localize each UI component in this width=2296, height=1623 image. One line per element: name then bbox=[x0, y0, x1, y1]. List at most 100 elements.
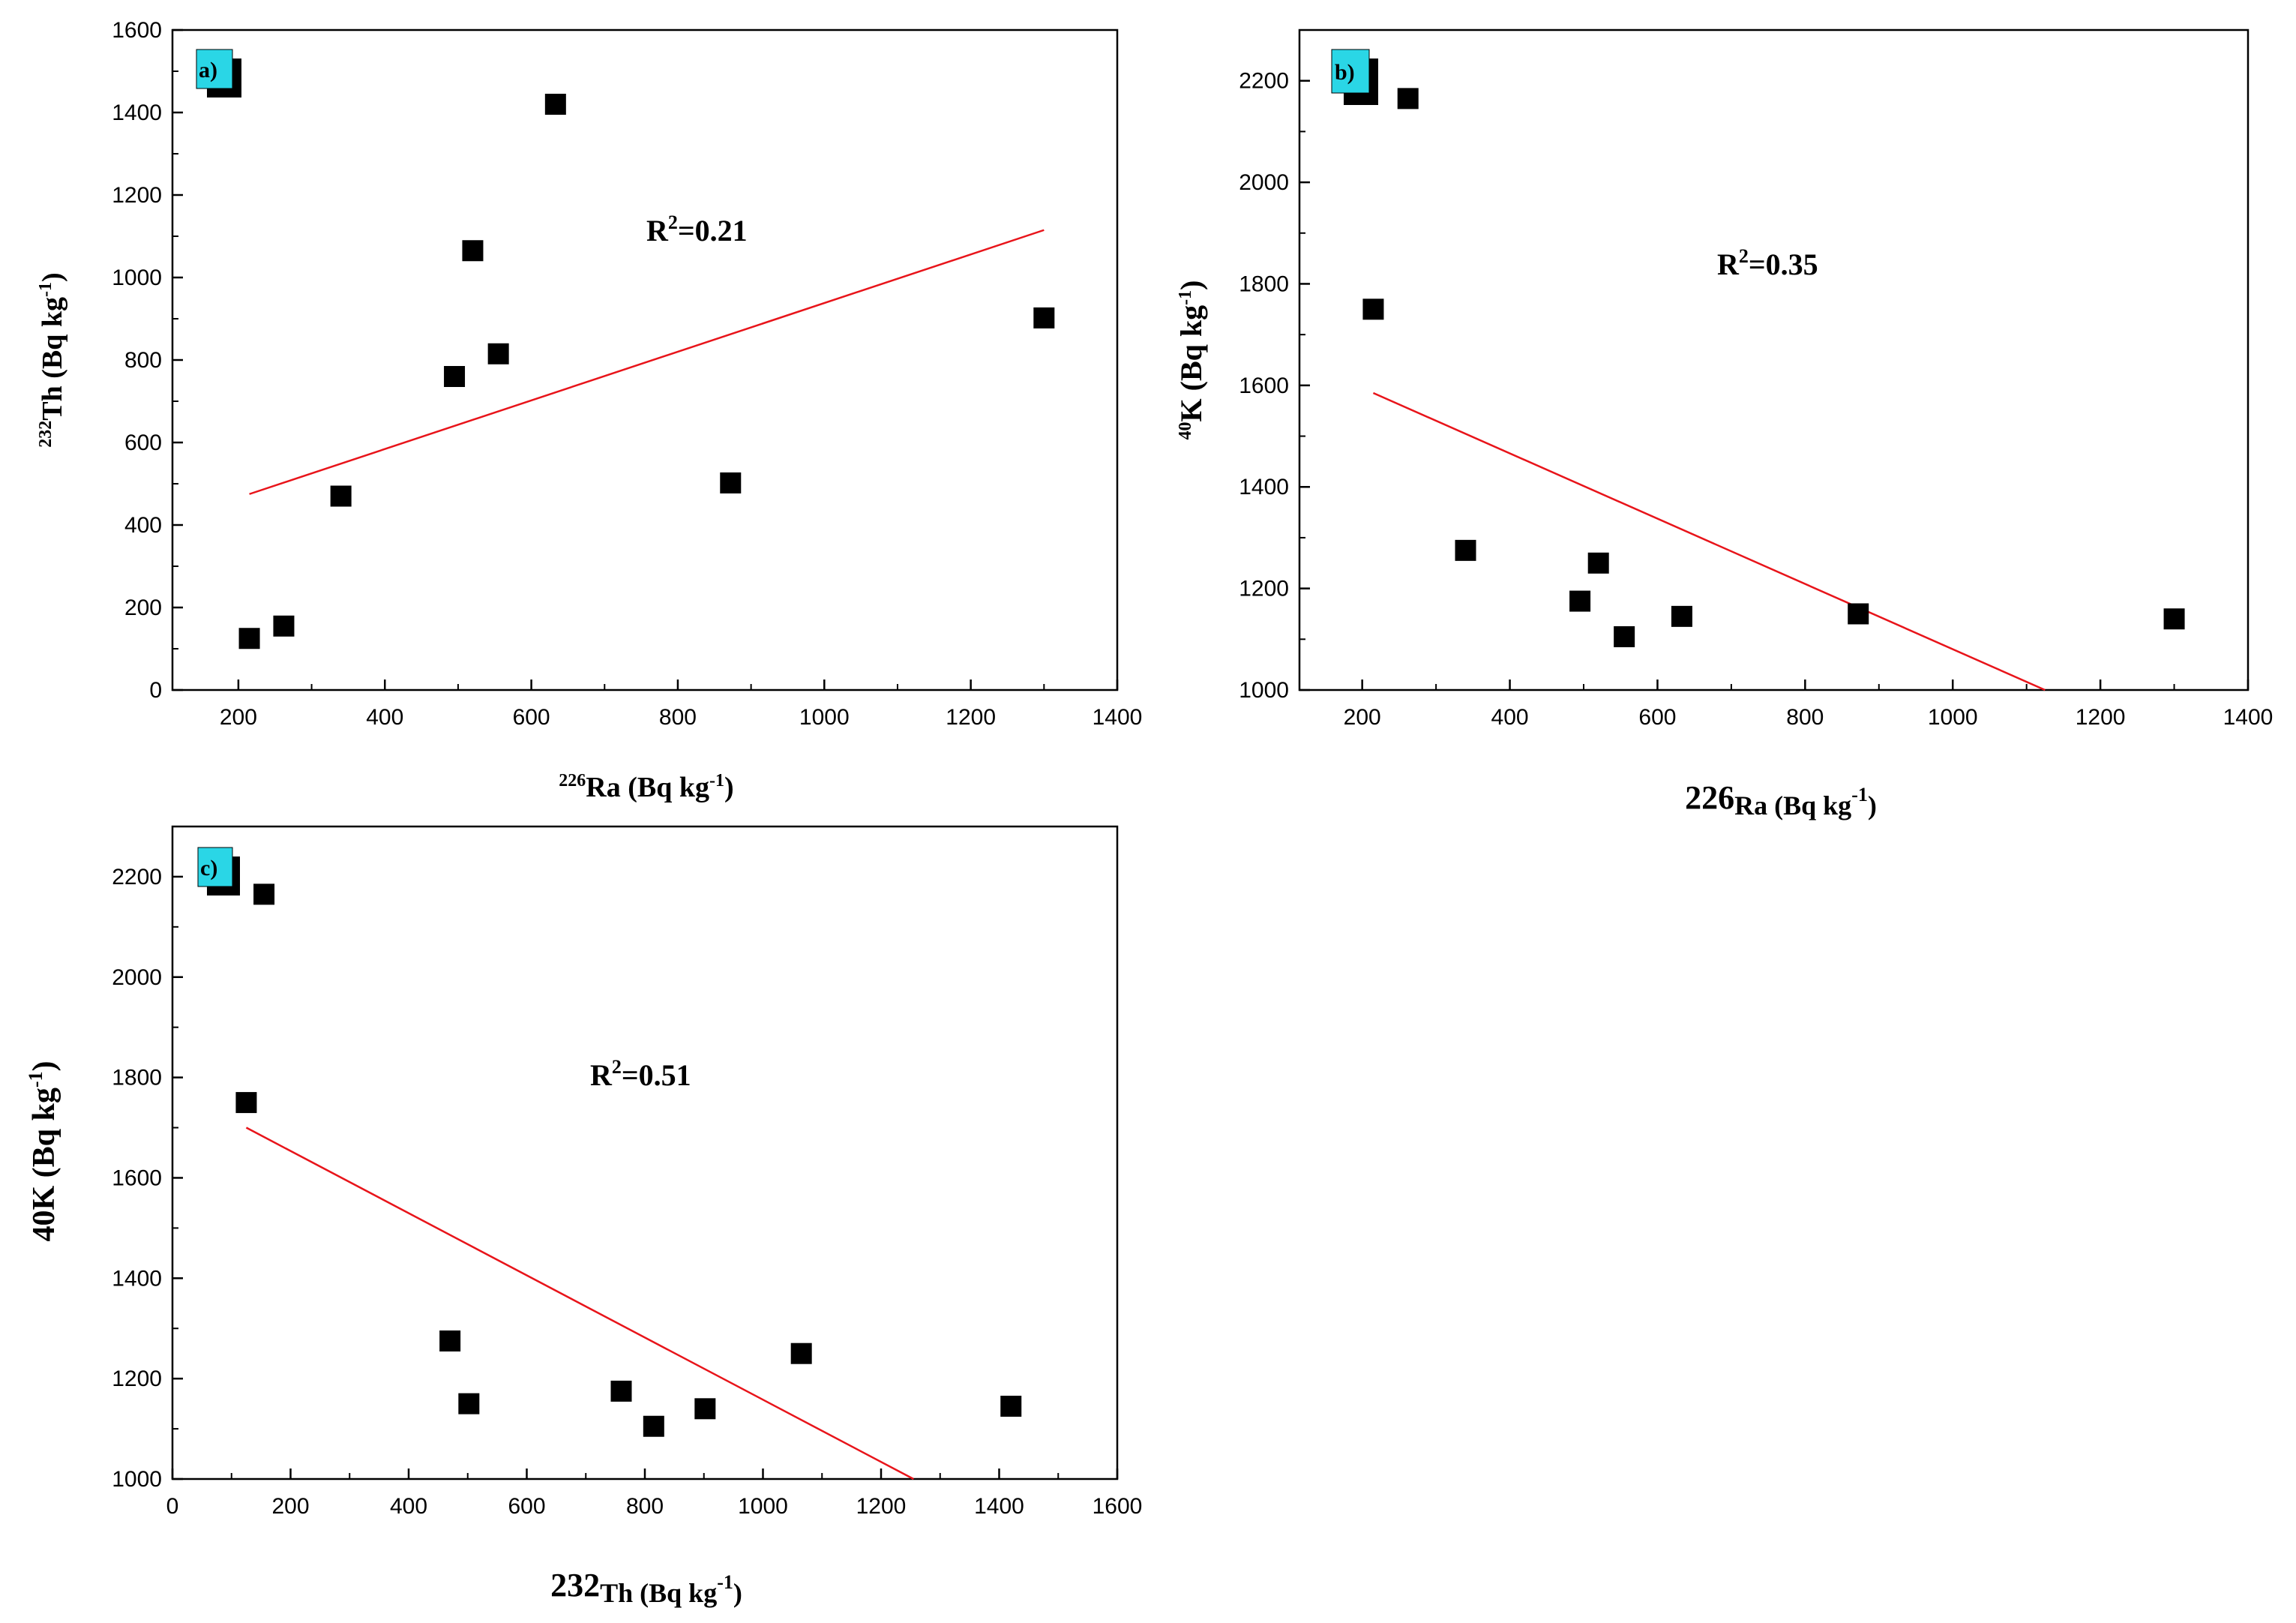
y-tick-label: 1600 bbox=[1239, 374, 1289, 398]
data-point bbox=[273, 615, 295, 637]
y-unit: (Bq kg bbox=[1174, 305, 1208, 399]
data-point bbox=[1614, 626, 1635, 647]
y-tick-label: 1400 bbox=[112, 1266, 162, 1291]
y-tick-label: 1600 bbox=[112, 1166, 162, 1190]
x-tick-label: 1400 bbox=[974, 1494, 1024, 1519]
x-tick-label: 200 bbox=[271, 1494, 309, 1519]
y-tick-label: 1800 bbox=[1239, 272, 1289, 296]
r-squared-annotation: R2=0.35 bbox=[1717, 245, 1818, 281]
x-unit: (Bq kg bbox=[621, 772, 709, 803]
y-tick-label: 2000 bbox=[1239, 170, 1289, 195]
x-tick-label: 1000 bbox=[799, 705, 850, 730]
x-tick-label: 200 bbox=[1344, 705, 1381, 730]
y-tick-label: 1200 bbox=[1239, 577, 1289, 602]
y-element: K bbox=[1174, 398, 1208, 422]
y-element: Th bbox=[37, 386, 68, 420]
y-axis-ticks: 1000 1200 1400 1600 1800 2000 2200 bbox=[1239, 69, 1310, 703]
data-point bbox=[720, 472, 742, 494]
data-point bbox=[1033, 307, 1055, 328]
y-unit: (Bq kg bbox=[37, 297, 68, 386]
y-element: K bbox=[27, 1186, 61, 1210]
y-tick-label: 600 bbox=[124, 430, 162, 455]
y-tick-label: 1000 bbox=[112, 1467, 162, 1492]
r2-exp: 2 bbox=[612, 1056, 622, 1078]
regression-line bbox=[245, 1126, 914, 1480]
r2-exp: 2 bbox=[1739, 245, 1749, 267]
data-points bbox=[235, 884, 1022, 1437]
x-axis-ticks: 200 400 600 800 1000 1200 1400 bbox=[1344, 680, 2274, 730]
y-isotope: 40 bbox=[1176, 422, 1195, 440]
x-axis-title: 226Ra (Bq kg-1) bbox=[1685, 779, 1877, 820]
y-axis-ticks: 1000 1200 1400 1600 1800 2000 2200 bbox=[112, 865, 183, 1492]
regression-line bbox=[249, 229, 1045, 495]
panel-label-text: c) bbox=[200, 856, 217, 880]
panel-label-tag: a) bbox=[196, 49, 241, 98]
regression-line bbox=[1372, 392, 2046, 692]
x-element: Ra bbox=[1734, 790, 1767, 820]
data-point bbox=[238, 628, 260, 650]
r2-base: R bbox=[646, 214, 669, 248]
data-point bbox=[1000, 1395, 1022, 1417]
plot-frame bbox=[171, 825, 1119, 1480]
y-tick-label: 1200 bbox=[112, 183, 162, 208]
data-point bbox=[444, 366, 466, 387]
data-point bbox=[1397, 88, 1419, 110]
data-point bbox=[790, 1342, 812, 1364]
x-tick-label: 200 bbox=[220, 705, 257, 730]
panel-label-box bbox=[196, 49, 233, 89]
panel-label-box bbox=[1331, 49, 1370, 94]
y-exp: -1 bbox=[36, 282, 55, 297]
x-tick-label: 400 bbox=[366, 705, 403, 730]
y-tick-label: 800 bbox=[124, 348, 162, 373]
x-tick-label: 400 bbox=[1491, 705, 1529, 730]
r2-base: R bbox=[1717, 248, 1740, 281]
y-isotope: 232 bbox=[36, 421, 55, 448]
x-element: Th bbox=[600, 1578, 633, 1608]
data-point bbox=[253, 884, 275, 905]
x-tick-label: 1400 bbox=[2223, 705, 2274, 730]
y-tick-label: 400 bbox=[124, 513, 162, 538]
y-tick-label: 1800 bbox=[112, 1066, 162, 1090]
y-tick-label: 200 bbox=[124, 596, 162, 620]
x-element: Ra bbox=[586, 772, 620, 803]
r-squared-annotation: R2=0.21 bbox=[646, 212, 748, 248]
x-tick-label: 1200 bbox=[946, 705, 996, 730]
x-exp: -1 bbox=[709, 771, 724, 790]
data-point bbox=[694, 1398, 716, 1420]
y-axis-title: 40K (Bq kg-1) bbox=[1174, 280, 1208, 440]
x-tick-label: 1000 bbox=[738, 1494, 788, 1519]
r-squared-annotation: R2=0.51 bbox=[590, 1056, 691, 1092]
panel-label-box bbox=[197, 847, 233, 887]
plot-frame bbox=[1298, 28, 2250, 692]
y-tick-label: 1000 bbox=[1239, 678, 1289, 703]
x-isotope: 226 bbox=[1685, 779, 1734, 816]
r2-base: R bbox=[590, 1058, 613, 1092]
x-tick-label: 1200 bbox=[856, 1494, 907, 1519]
y-close: ) bbox=[27, 1060, 61, 1071]
data-point bbox=[439, 1330, 461, 1352]
data-point bbox=[1587, 552, 1609, 574]
data-point bbox=[2163, 608, 2185, 630]
x-unit: (Bq kg bbox=[1767, 790, 1851, 820]
x-isotope: 232 bbox=[550, 1567, 600, 1604]
x-tick-label: 600 bbox=[508, 1494, 545, 1519]
data-point bbox=[1569, 590, 1591, 612]
x-exp: -1 bbox=[717, 1571, 733, 1593]
x-tick-label: 800 bbox=[626, 1494, 664, 1519]
r2-value: =0.51 bbox=[622, 1058, 691, 1092]
y-unit: (Bq kg bbox=[27, 1088, 61, 1186]
y-tick-label: 1400 bbox=[1239, 475, 1289, 500]
x-tick-label: 1400 bbox=[1093, 705, 1143, 730]
data-point bbox=[1848, 603, 1869, 625]
data-point bbox=[330, 485, 352, 507]
y-close: ) bbox=[1174, 280, 1208, 290]
x-close: ) bbox=[733, 1578, 742, 1608]
y-tick-label: 2200 bbox=[112, 865, 162, 890]
x-unit: (Bq kg bbox=[633, 1578, 717, 1608]
y-axis-title: 232Th (Bq kg-1) bbox=[36, 272, 68, 447]
panel-label-text: a) bbox=[199, 58, 217, 82]
panel-b-226ra-vs-40k: 1000 1200 1400 1600 1800 2000 2200 200 400 600 80… bbox=[1174, 28, 2274, 820]
data-point bbox=[1671, 605, 1692, 627]
plot-frame bbox=[171, 28, 1119, 692]
